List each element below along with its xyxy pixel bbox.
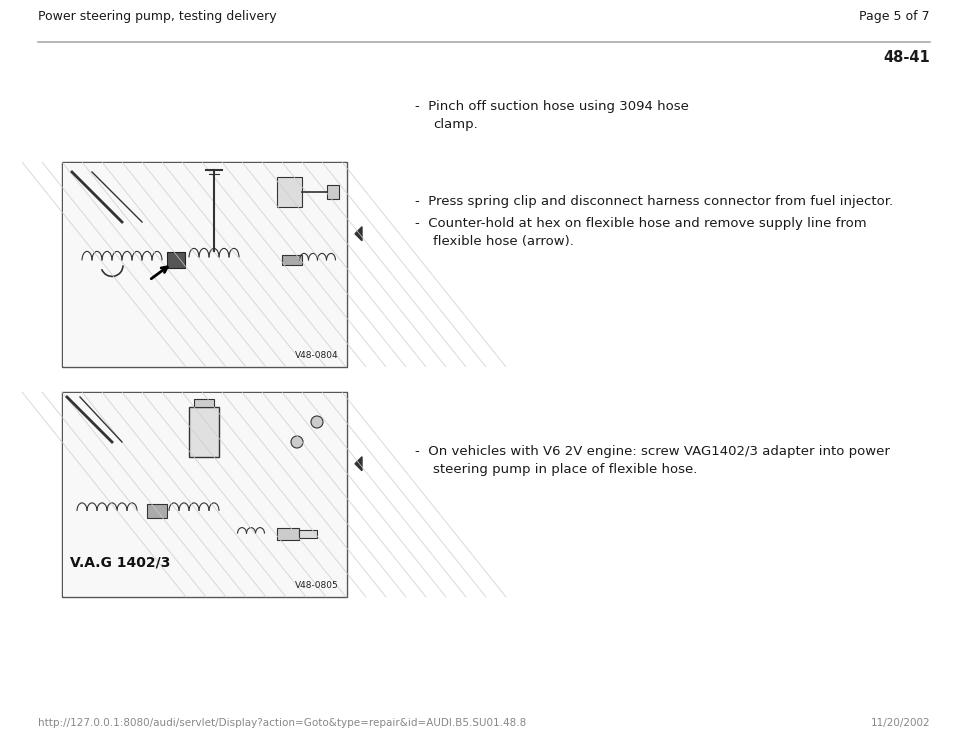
Text: -  Pinch off suction hose using 3094 hose: - Pinch off suction hose using 3094 hose xyxy=(415,100,689,113)
Bar xyxy=(277,177,302,207)
Bar xyxy=(282,255,302,266)
Text: V48-0804: V48-0804 xyxy=(295,352,339,361)
Text: Page 5 of 7: Page 5 of 7 xyxy=(859,10,930,23)
Text: -  Counter-hold at hex on flexible hose and remove supply line from: - Counter-hold at hex on flexible hose a… xyxy=(415,217,867,230)
Text: Power steering pump, testing delivery: Power steering pump, testing delivery xyxy=(38,10,276,23)
Bar xyxy=(194,399,214,407)
Bar xyxy=(62,162,347,367)
Bar xyxy=(63,393,346,596)
Text: -  Press spring clip and disconnect harness connector from fuel injector.: - Press spring clip and disconnect harne… xyxy=(415,195,893,208)
Text: steering pump in place of flexible hose.: steering pump in place of flexible hose. xyxy=(433,463,697,476)
Bar xyxy=(147,504,167,518)
Polygon shape xyxy=(355,227,362,240)
Bar xyxy=(63,163,346,366)
Text: flexible hose (arrow).: flexible hose (arrow). xyxy=(433,235,574,248)
Bar xyxy=(291,349,343,363)
Circle shape xyxy=(311,416,323,428)
Polygon shape xyxy=(355,457,362,470)
Text: 48-41: 48-41 xyxy=(883,50,930,65)
Circle shape xyxy=(291,436,303,448)
Text: clamp.: clamp. xyxy=(433,118,478,131)
Text: 11/20/2002: 11/20/2002 xyxy=(871,718,930,728)
Bar xyxy=(189,407,219,457)
Bar xyxy=(327,185,339,199)
Text: -  On vehicles with V6 2V engine: screw VAG1402/3 adapter into power: - On vehicles with V6 2V engine: screw V… xyxy=(415,445,890,458)
Bar xyxy=(62,392,347,597)
Bar xyxy=(277,528,299,539)
Text: V48-0805: V48-0805 xyxy=(295,582,339,591)
Bar xyxy=(291,579,343,593)
Bar xyxy=(299,530,317,538)
Text: V.A.G 1402/3: V.A.G 1402/3 xyxy=(70,555,170,569)
Text: http://127.0.0.1:8080/audi/servlet/Display?action=Goto&type=repair&id=AUDI.B5.SU: http://127.0.0.1:8080/audi/servlet/Displ… xyxy=(38,718,526,728)
Bar xyxy=(167,252,185,269)
